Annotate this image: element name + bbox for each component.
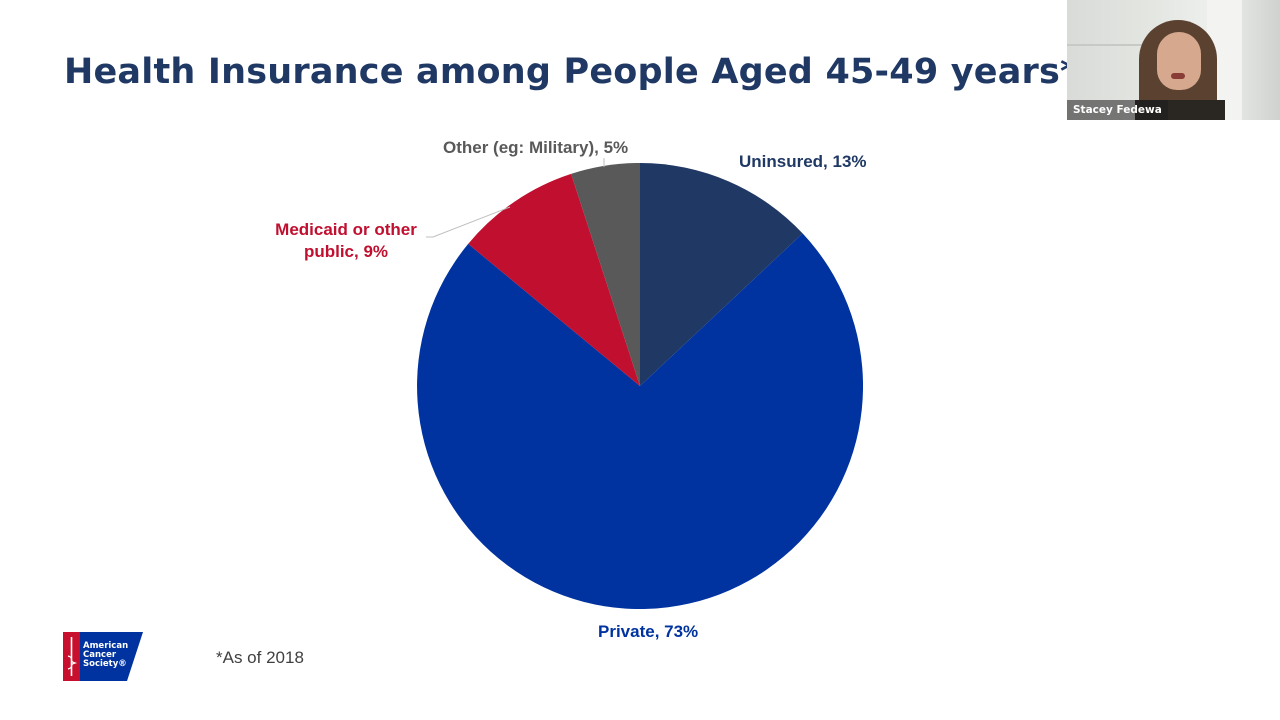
data-label-private: Private, 73%: [598, 622, 699, 641]
participant-face: [1157, 32, 1201, 90]
pie-chart: [417, 163, 863, 609]
webcam-video-tile[interactable]: Stacey Fedewa: [1067, 0, 1280, 120]
data-label-medicaid: Medicaid or other public, 9%: [262, 219, 430, 263]
pie-slice-medicaid: [468, 173, 640, 386]
data-label-medicaid-line1: Medicaid or other: [275, 220, 417, 239]
webcam-background: [1067, 44, 1157, 46]
data-label-uninsured: Uninsured, 13%: [739, 152, 867, 171]
data-label-other: Other (eg: Military), 5%: [443, 138, 629, 157]
slide-title: Health Insurance among People Aged 45-49…: [64, 52, 1079, 92]
logo-text: American Cancer Society®: [83, 641, 129, 669]
footnote: *As of 2018: [216, 648, 304, 667]
pie-slice-private: [417, 233, 863, 609]
logo-shape-icon: [63, 632, 143, 681]
data-label-medicaid-line2: public, 9%: [303, 242, 389, 261]
pie-slice-other: [571, 163, 640, 386]
participant-mouth: [1171, 73, 1185, 79]
pie-slice-uninsured: [640, 163, 803, 386]
american-cancer-society-logo: American Cancer Society®: [63, 632, 143, 681]
participant-name-tag: Stacey Fedewa: [1067, 100, 1168, 120]
